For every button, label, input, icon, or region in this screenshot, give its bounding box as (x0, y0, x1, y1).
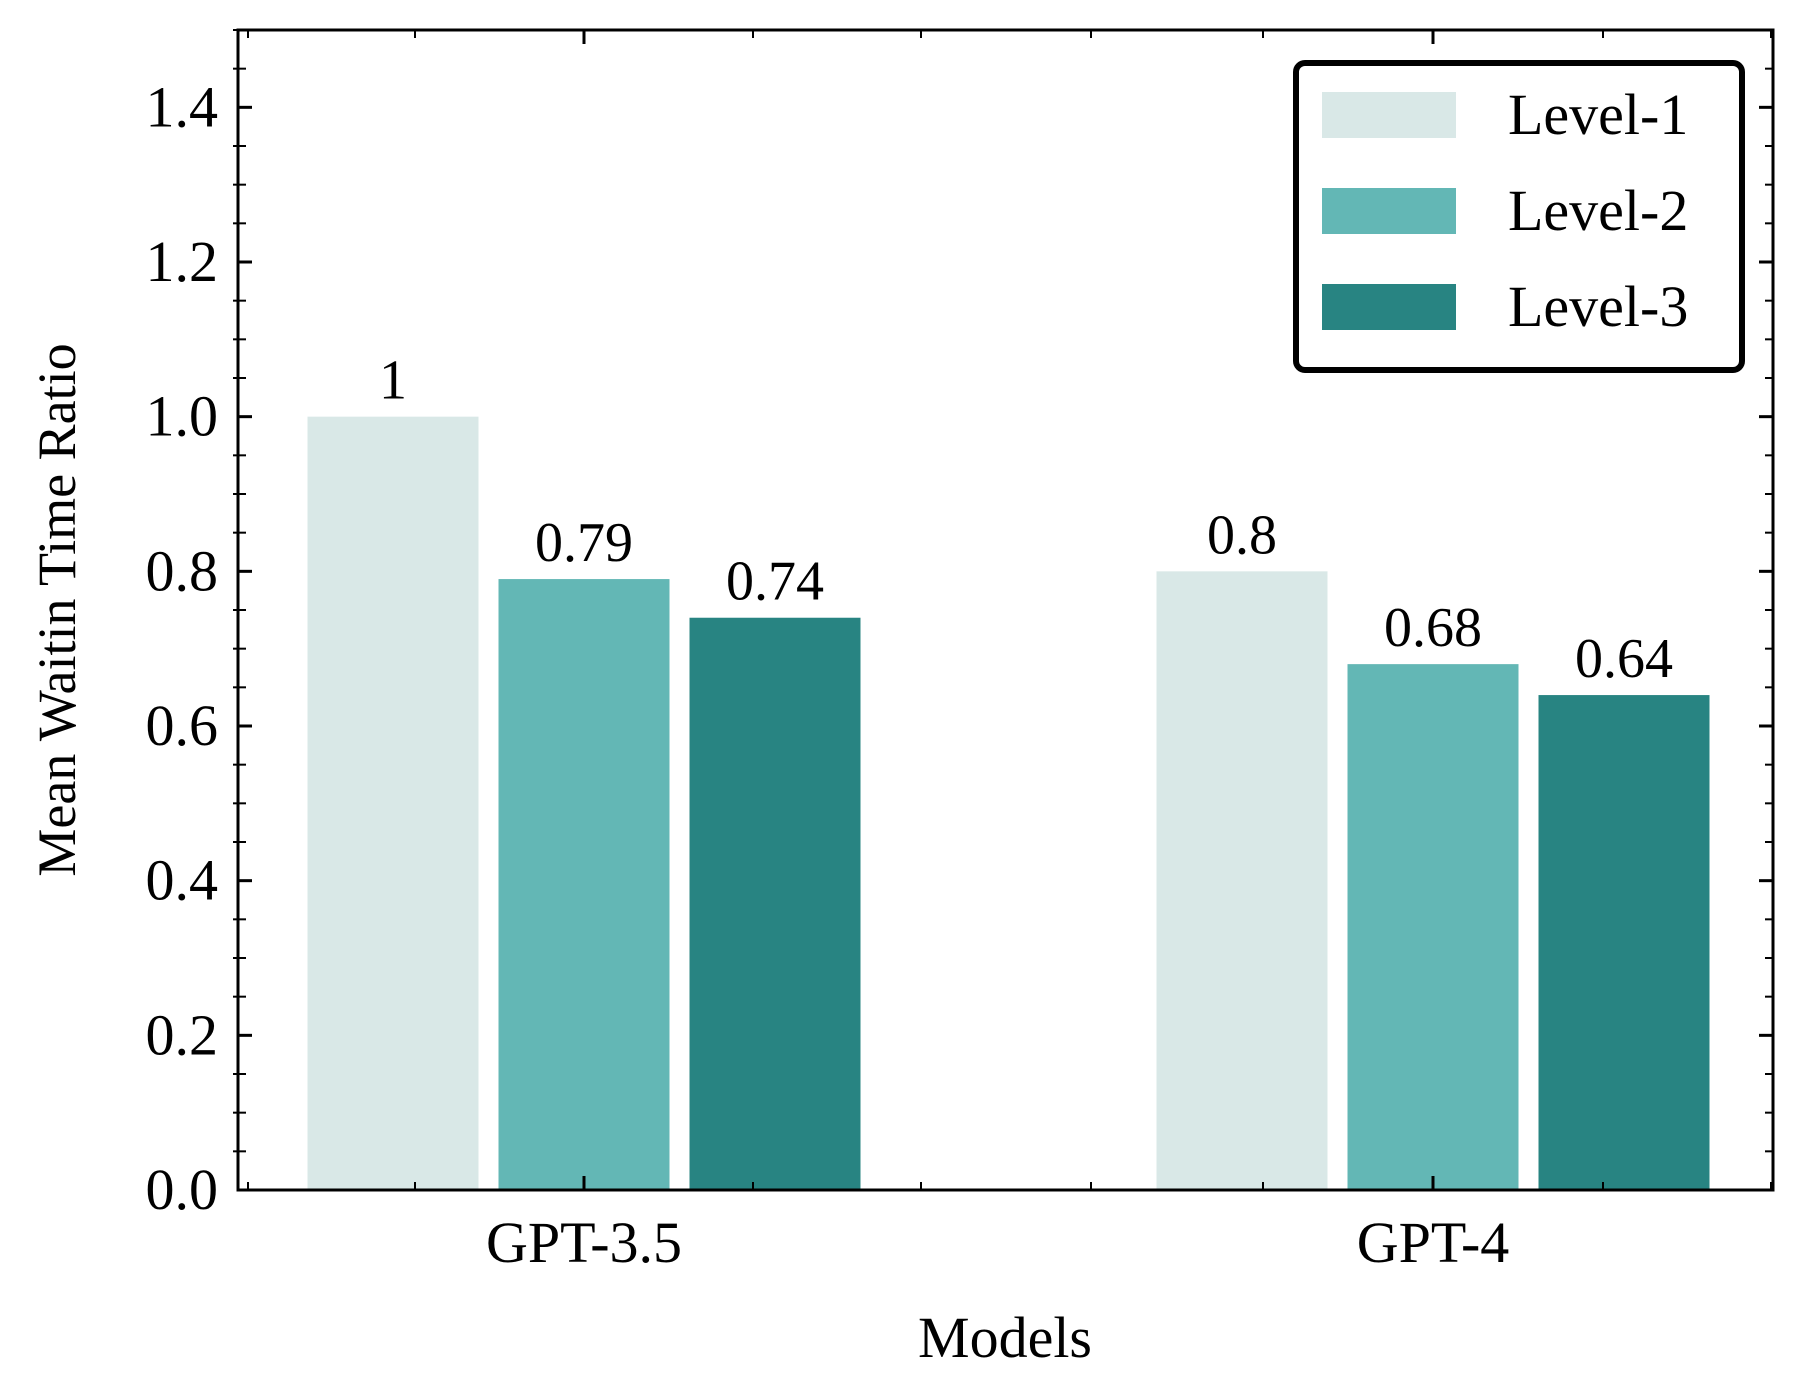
y-tick-label: 0.8 (146, 538, 219, 603)
bar-level-2-gpt-4 (1347, 664, 1519, 1190)
bar-level-1-gpt-4 (1156, 571, 1328, 1190)
legend-swatch-level-1 (1322, 92, 1456, 138)
x-axis-label: Models (918, 1305, 1092, 1370)
legend-swatch-level-2 (1322, 188, 1456, 234)
legend-label-level-3: Level-3 (1508, 274, 1688, 339)
y-tick-label: 0.4 (146, 848, 219, 913)
y-tick-label: 0.2 (146, 1002, 219, 1067)
legend-label-level-2: Level-2 (1508, 178, 1688, 243)
bar-level-3-gpt-4 (1538, 695, 1710, 1190)
legend-label-level-1: Level-1 (1508, 82, 1688, 147)
bar-level-1-gpt-3.5 (307, 416, 479, 1191)
y-tick-label: 1.0 (146, 384, 219, 449)
bar-level-3-gpt-3.5 (689, 617, 861, 1190)
plot-frame (236, 28, 1775, 1192)
bar-value-label: 0.64 (1575, 628, 1673, 690)
x-tick-labels: GPT-3.5 GPT-4 (486, 1210, 1509, 1275)
y-tick-label: 1.4 (146, 74, 219, 139)
y-tick-label: 0.0 (146, 1157, 219, 1222)
y-tick-label: 0.6 (146, 693, 219, 758)
x-tick-label: GPT-4 (1357, 1210, 1510, 1275)
legend-swatch-level-3 (1322, 284, 1456, 330)
x-tick-label: GPT-3.5 (486, 1210, 682, 1275)
y-tick-label: 1.2 (146, 229, 219, 294)
bar-value-label: 0.74 (726, 551, 824, 613)
bar-value-label: 0.68 (1384, 597, 1482, 659)
bars-layer (307, 416, 1710, 1191)
bar-value-labels: 1 0.79 0.74 0.8 0.68 0.64 (379, 350, 1673, 690)
bar-level-2-gpt-3.5 (498, 579, 670, 1190)
bar-value-label: 1 (379, 350, 407, 412)
bar-value-label: 0.8 (1207, 504, 1277, 566)
y-tick-labels: 0.0 0.2 0.4 0.6 0.8 1.0 1.2 1.4 (146, 74, 219, 1222)
bar-value-label: 0.79 (535, 512, 633, 574)
legend: Level-1 Level-2 Level-3 (1293, 60, 1745, 373)
y-axis-label: Mean Waitin Time Ratio (27, 343, 87, 876)
